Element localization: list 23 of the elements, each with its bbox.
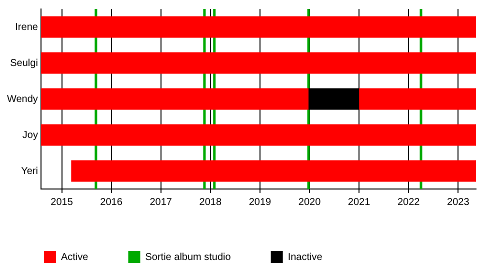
y-tick-label: Irene xyxy=(15,22,38,33)
x-tick-label: 2019 xyxy=(248,196,272,208)
y-tick-label: Seulgi xyxy=(10,58,38,69)
x-tick-label: 2023 xyxy=(447,196,470,208)
x-tick-label: 2017 xyxy=(150,196,172,208)
legend-label: Active xyxy=(61,252,89,263)
y-tick-label: Joy xyxy=(22,130,38,141)
x-tick-label: 2015 xyxy=(50,196,74,208)
legend-label: Inactive xyxy=(288,252,323,263)
bar xyxy=(40,52,476,74)
bar xyxy=(40,88,309,110)
x-tick-label: 2018 xyxy=(199,196,222,208)
y-tick-label: Wendy xyxy=(6,94,38,105)
x-tick-label: 2020 xyxy=(298,196,322,208)
legend-label: Sortie album studio xyxy=(145,252,232,263)
bar xyxy=(359,88,476,110)
x-tick-label: 2016 xyxy=(100,196,123,208)
bar xyxy=(71,160,476,182)
x-tick-label: 2022 xyxy=(397,196,420,208)
bar xyxy=(40,16,476,38)
bar xyxy=(40,124,476,146)
x-tick-label: 2021 xyxy=(348,196,371,208)
y-tick-label: Yeri xyxy=(21,166,38,177)
